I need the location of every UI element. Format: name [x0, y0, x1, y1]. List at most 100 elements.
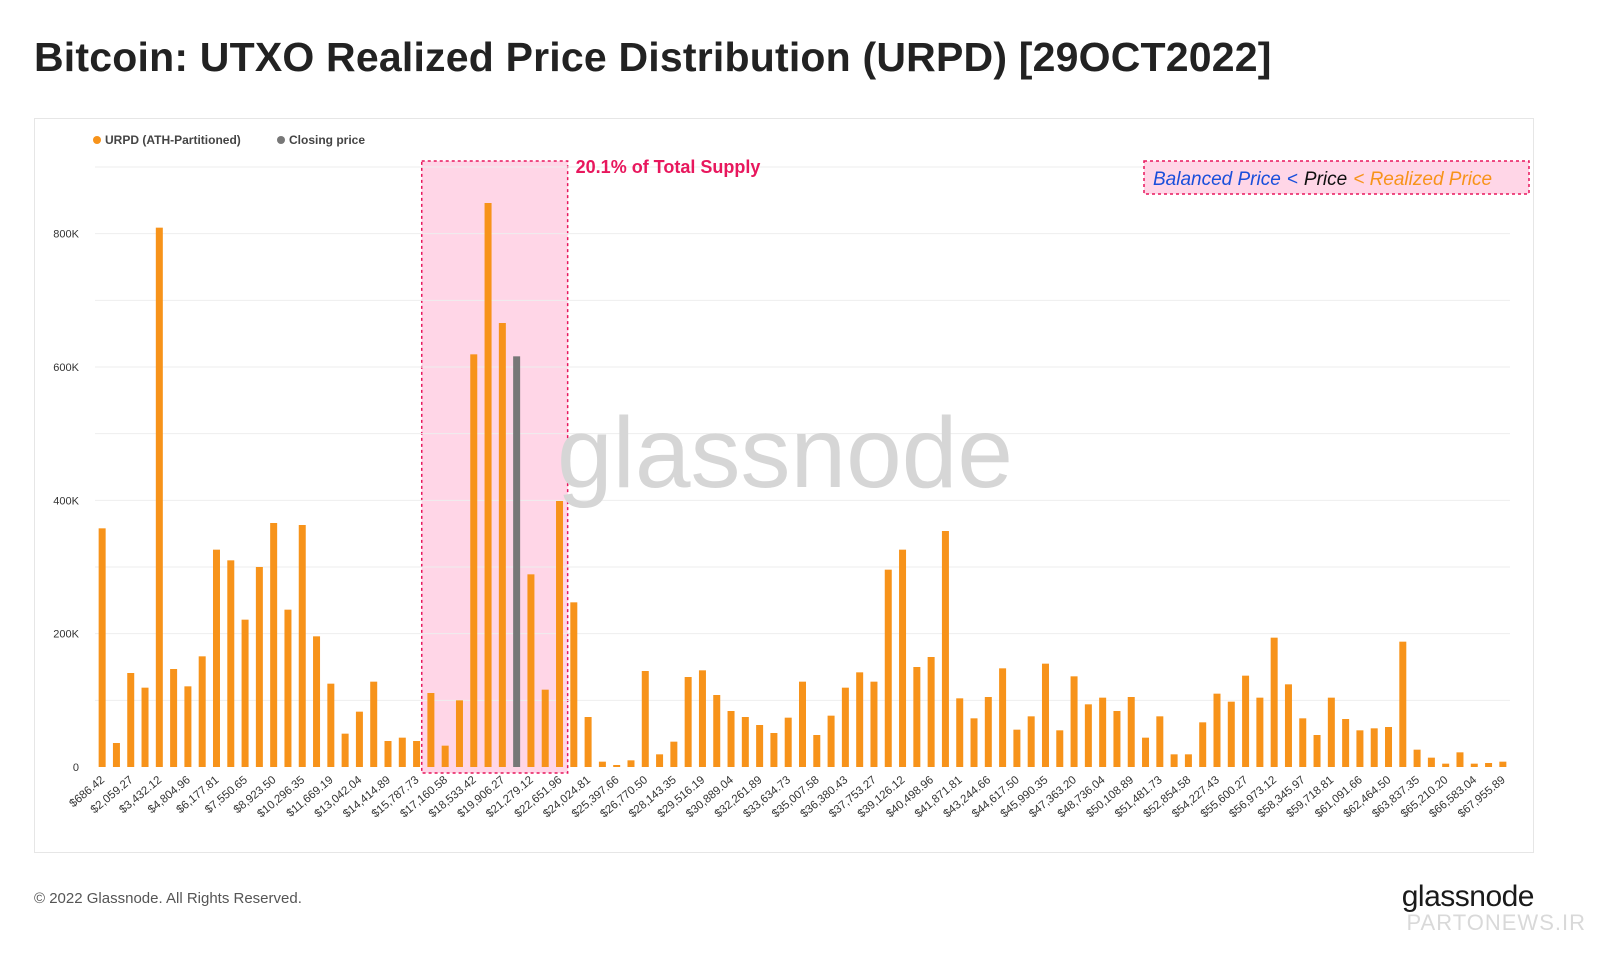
urpd-bar [1385, 727, 1393, 767]
urpd-bar [270, 523, 278, 767]
supply-highlight-region [420, 160, 569, 774]
supply-annotation: 20.1% of Total Supply [576, 157, 761, 177]
legend: URPD (ATH-Partitioned) Closing price [93, 133, 365, 147]
urpd-bar [1284, 684, 1292, 767]
y-tick-label: 800K [53, 229, 79, 241]
x-axis: $686.42$2,059.27$3,432.12$4,804.96$6,177… [68, 774, 1508, 821]
urpd-bar [1470, 763, 1478, 767]
y-tick-label: 0 [73, 762, 79, 774]
urpd-bar [370, 681, 378, 767]
urpd-bar [398, 737, 406, 767]
urpd-bar [1342, 719, 1350, 767]
urpd-bar [355, 711, 363, 767]
urpd-bar [827, 715, 835, 767]
urpd-bar [1027, 716, 1035, 767]
urpd-bar [184, 686, 192, 767]
urpd-bar [584, 717, 592, 767]
y-tick-label: 400K [53, 495, 79, 507]
urpd-bar [98, 528, 106, 767]
price-relation-text: Balanced Price < Price < Realized Price [1153, 169, 1492, 190]
urpd-bar [1184, 754, 1192, 767]
urpd-bar [1485, 763, 1493, 767]
y-tick-label: 600K [53, 362, 79, 374]
urpd-bar [927, 657, 935, 767]
urpd-bar [1499, 761, 1507, 767]
price-relation-box-border [1143, 160, 1530, 195]
urpd-bar [741, 717, 749, 767]
urpd-bar [1142, 737, 1150, 767]
urpd-bar [970, 718, 978, 767]
urpd-bar [556, 501, 564, 767]
urpd-bar [1127, 697, 1135, 767]
urpd-bar [255, 567, 263, 767]
urpd-bar [598, 761, 606, 767]
urpd-bar [613, 765, 621, 767]
urpd-bar [1084, 704, 1092, 767]
urpd-bar [1242, 675, 1250, 767]
urpd-bar [341, 733, 349, 767]
urpd-bar [727, 711, 735, 767]
urpd-bar [627, 760, 635, 767]
y-axis: 0 200K 400K 600K 800K [53, 229, 79, 774]
urpd-bar [127, 673, 135, 767]
urpd-bar [899, 549, 907, 767]
urpd-bar [1041, 663, 1049, 767]
urpd-bar [427, 693, 435, 767]
urpd-bar [813, 735, 821, 767]
legend-swatch-urpd [93, 136, 101, 144]
urpd-bar [527, 574, 535, 767]
urpd-chart: glassnode 0 200K 400K 600K 800K $686.42$2,05… [53, 133, 1530, 821]
urpd-bar [870, 681, 878, 767]
urpd-bar [227, 560, 235, 767]
urpd-bar [1013, 729, 1021, 767]
grid-lines [95, 166, 1510, 701]
less-than-sign: < [1287, 169, 1298, 190]
urpd-bar [1199, 722, 1207, 767]
urpd-bar [1399, 641, 1407, 767]
urpd-bar [327, 683, 335, 767]
chart-panel: glassnode 0 200K 400K 600K 800K $686.42 $2,05… [34, 118, 1534, 853]
source-watermark: PARTONEWS.IR [1406, 910, 1586, 935]
urpd-bar [1099, 697, 1107, 767]
urpd-bar [784, 717, 792, 767]
urpd-bar [141, 687, 149, 767]
urpd-bar [913, 667, 921, 767]
urpd-bar [1413, 749, 1421, 767]
urpd-bar [713, 695, 721, 767]
urpd-bar [1370, 728, 1378, 767]
urpd-bar [756, 725, 764, 767]
urpd-bar [941, 531, 949, 767]
urpd-bar [112, 743, 120, 767]
glassnode-logo: glassnode [1401, 880, 1535, 913]
urpd-bar [1256, 697, 1264, 767]
footer-copyright: © 2022 Glassnode. All Rights Reserved. [34, 890, 302, 907]
urpd-bar [284, 609, 292, 767]
urpd-bar [470, 354, 478, 767]
realized-price-label: < Realized Price [1353, 169, 1492, 190]
urpd-bar [484, 203, 492, 767]
legend-label-closing: Closing price [289, 133, 365, 147]
urpd-bar [1156, 716, 1164, 767]
urpd-bar [1213, 693, 1221, 767]
urpd-bar [698, 670, 706, 767]
legend-label-urpd: URPD (ATH-Partitioned) [105, 133, 241, 147]
y-tick-label: 200K [53, 629, 79, 641]
urpd-bar [241, 619, 249, 767]
urpd-bar [884, 569, 892, 767]
urpd-bar [1299, 718, 1307, 767]
urpd-bar [155, 227, 163, 768]
urpd-bar [1070, 676, 1078, 767]
urpd-bar [999, 668, 1007, 767]
urpd-bar [641, 671, 649, 767]
urpd-bar [413, 741, 421, 767]
urpd-bar [384, 741, 392, 767]
urpd-bar [441, 745, 449, 767]
urpd-bar [1427, 757, 1435, 767]
urpd-bar [1327, 697, 1335, 767]
urpd-bar [1356, 730, 1364, 767]
page-title: Bitcoin: UTXO Realized Price Distributio… [34, 34, 1272, 80]
urpd-bar [1456, 752, 1464, 767]
highlight-rect [420, 160, 569, 774]
urpd-bar [498, 323, 506, 767]
legend-swatch-closing [277, 136, 285, 144]
